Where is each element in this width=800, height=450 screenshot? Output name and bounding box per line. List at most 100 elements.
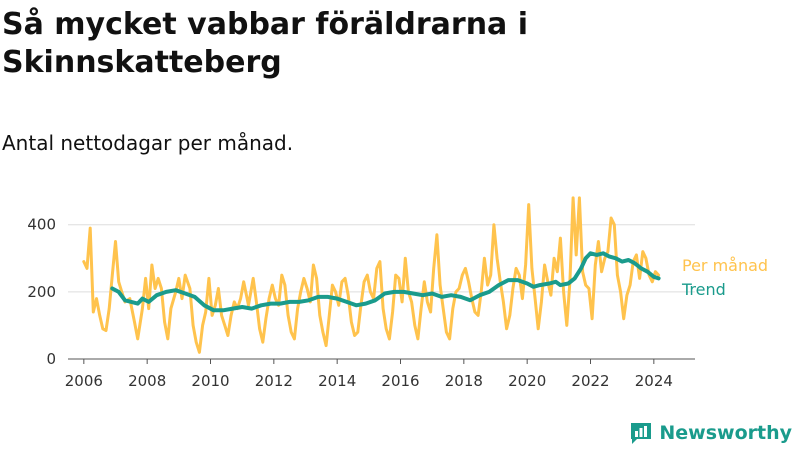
data-point [532,285,535,288]
data-point [459,295,462,298]
data-point [502,300,505,303]
x-tick-label: 2012 [255,372,293,390]
data-point [144,277,147,280]
data-point [299,290,302,293]
data-point [220,314,223,317]
data-point [331,284,334,287]
data-point [543,263,546,267]
data-point [644,257,648,260]
data-point [393,290,396,293]
data-point [497,284,500,287]
data-point [188,287,191,290]
data-point [646,270,649,273]
data-point [483,257,486,260]
data-point [507,279,510,282]
data-point [610,216,613,220]
data-point [486,284,489,287]
data-point [508,314,511,317]
data-point [534,297,537,300]
data-point [383,292,386,295]
data-point [85,267,89,270]
data-point [458,287,461,290]
data-point [223,324,226,327]
x-tick-label: 2022 [571,372,609,390]
data-point [614,257,617,260]
data-point [629,284,632,287]
data-point [559,237,562,240]
data-point [584,284,587,287]
data-point [328,314,331,317]
data-point [445,331,448,334]
data-point [622,317,625,320]
data-point [613,223,616,226]
data-point [492,223,495,226]
data-point [141,307,144,310]
data-point [594,263,597,267]
data-point [318,314,321,317]
data-point [573,277,576,280]
data-point [363,280,366,283]
data-point [572,196,575,199]
data-point [154,287,157,290]
data-point [397,277,400,280]
data-point [147,307,150,310]
brand-name: Newsworthy [659,422,792,444]
data-point [356,331,359,334]
data-point [374,299,377,302]
data-point [201,324,204,327]
data-point [540,300,543,303]
data-point [279,302,282,305]
data-point [524,263,527,267]
chart-subtitle: Antal nettodagar per månad. [2,131,294,155]
data-point [549,294,553,297]
y-tick-label: 200 [27,283,56,301]
data-point [353,334,356,337]
data-point [638,277,641,280]
data-point [548,282,551,285]
data-point [325,344,328,347]
data-point [177,277,180,280]
data-point [288,300,291,303]
data-point [347,294,350,297]
data-point [302,277,305,280]
data-point [271,284,274,287]
data-point [526,282,529,285]
data-point [250,307,253,310]
y-tick-label: 0 [46,350,56,368]
data-point [413,324,416,327]
data-point [562,290,565,293]
data-point [621,260,624,263]
data-point [222,309,225,312]
data-point [165,290,168,293]
data-point [440,295,443,298]
legend-label: Per månad [682,256,768,275]
data-point [652,275,655,278]
data-point [587,287,591,290]
data-point [136,302,139,305]
data-point [204,310,207,314]
data-point [589,252,592,255]
data-point [442,307,445,310]
data-point [559,284,562,287]
data-point [226,334,229,337]
data-point [214,304,217,307]
data-point [233,300,236,303]
data-point [385,327,388,330]
data-point [421,294,424,297]
data-point [130,300,133,303]
data-point [640,267,643,270]
data-point [163,321,166,324]
data-point [89,227,92,230]
chart-title: Så mycket vabbar föräldrarna i Skinnskat… [2,7,529,80]
data-point [317,295,320,298]
data-point [264,317,267,320]
series-line [82,196,661,354]
data-point [231,307,234,310]
data-point [467,280,470,283]
data-point [579,267,583,270]
data-point [657,277,660,280]
data-point [242,280,245,283]
data-point [239,297,242,300]
data-point [382,307,385,310]
